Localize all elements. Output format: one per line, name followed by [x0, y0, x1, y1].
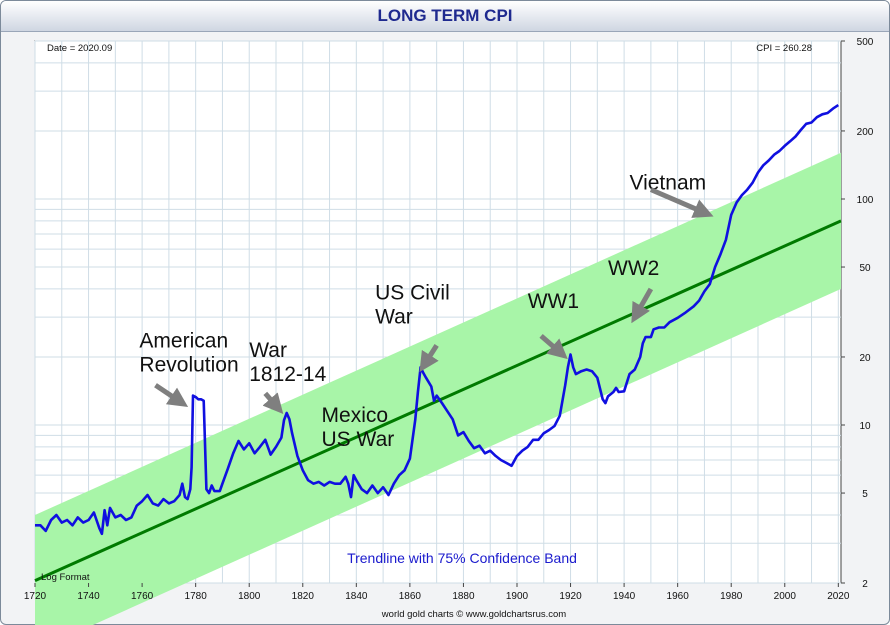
x-tick-label: 1820	[292, 591, 315, 602]
trendline	[34, 219, 842, 582]
title-bar: LONG TERM CPI	[1, 1, 889, 32]
x-tick-label: 1720	[24, 591, 47, 602]
annotation-arrow	[649, 187, 714, 218]
x-tick-label: 1740	[77, 591, 100, 602]
annotation-label: US Civil War	[375, 281, 450, 328]
y-tick-label: 10	[859, 421, 871, 432]
annotation-label: American Revolution	[139, 330, 238, 377]
annotation-label: WW1	[528, 290, 579, 313]
band-label: Trendline with 75% Confidence Band	[347, 550, 577, 566]
y-tick-label: 5	[862, 489, 868, 500]
annotation-arrow	[539, 333, 568, 360]
annotation-label: Vietnam	[629, 172, 706, 195]
x-tick-label: 2020	[827, 591, 850, 602]
x-tick-label: 1880	[452, 591, 475, 602]
chart-title: LONG TERM CPI	[377, 6, 513, 25]
annotation-label: Mexico US War	[322, 404, 395, 451]
confidence-band-layer	[35, 152, 841, 625]
trendline-layer	[34, 219, 842, 582]
y-tick-label: 20	[859, 353, 871, 364]
x-tick-label: 1860	[399, 591, 422, 602]
x-tick-label: 1940	[613, 591, 636, 602]
x-tick-label: 1900	[506, 591, 529, 602]
cpi-value-label: CPI = 260.28	[756, 43, 812, 54]
x-tick-label: 1920	[559, 591, 582, 602]
x-tick-label: 1760	[131, 591, 154, 602]
annotation-arrow	[154, 383, 189, 407]
y-tick-label: 500	[857, 37, 874, 48]
footer-credit: world gold charts © www.goldchartsrus.co…	[381, 609, 566, 620]
x-tick-label: 1960	[667, 591, 690, 602]
annotation-arrow	[262, 391, 284, 415]
x-tick-label: 1840	[345, 591, 368, 602]
date-label: Date = 2020.09	[47, 43, 112, 54]
y-tick-label: 50	[859, 263, 871, 274]
x-tick-label: 2000	[774, 591, 797, 602]
annotation-arrow	[419, 344, 439, 373]
annotation-arrow	[631, 287, 654, 324]
y-axis-ticks: 2 5 10 20 50 100 200 500	[841, 37, 874, 590]
scale-label: Log Format	[41, 572, 90, 583]
x-tick-label: 1980	[720, 591, 743, 602]
cpi-series-line	[35, 104, 840, 536]
confidence-band	[35, 152, 841, 625]
x-tick-label: 1800	[238, 591, 261, 602]
cpi-series-layer	[35, 104, 840, 536]
annotation-label: WW2	[608, 257, 659, 280]
y-tick-label: 200	[857, 127, 874, 138]
x-axis-ticks: 1720 1740 1760 1780 1800 1820 1840 1860 1880 1900…	[24, 583, 850, 602]
x-tick-label: 1780	[185, 591, 208, 602]
annotation-label: War 1812-14	[249, 339, 326, 386]
y-tick-label: 2	[862, 579, 868, 590]
y-tick-label: 100	[857, 195, 874, 206]
